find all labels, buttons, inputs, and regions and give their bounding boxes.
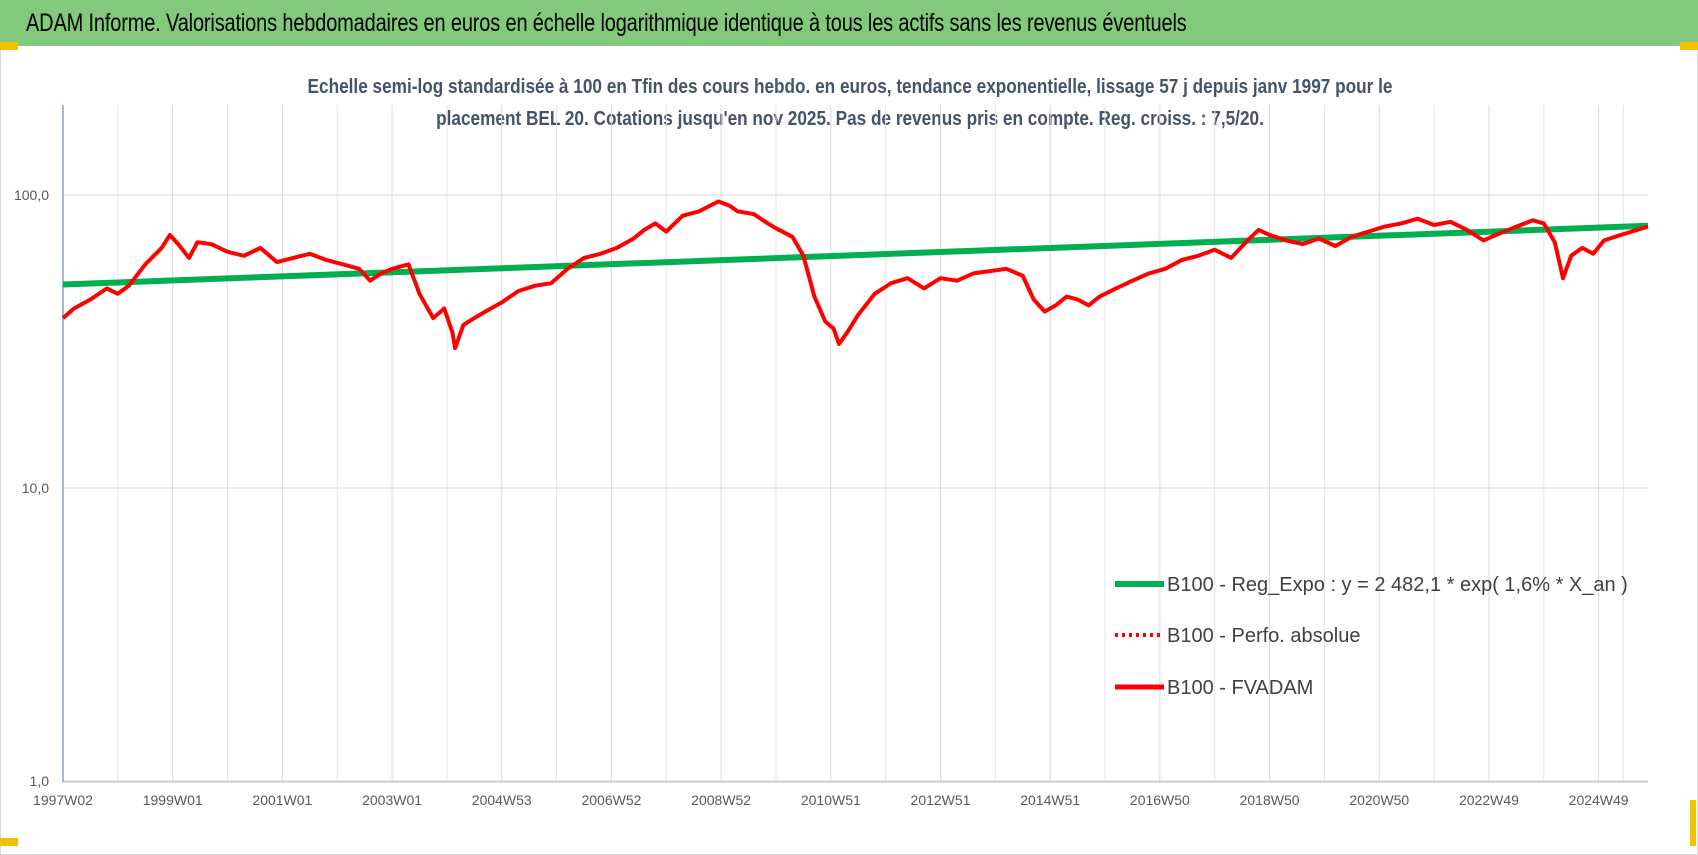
x-tick-label: 2018W50	[1240, 792, 1300, 808]
x-tick-label: 2014W51	[1020, 792, 1080, 808]
x-tick-label: 2001W01	[252, 792, 312, 808]
x-tick-label: 2022W49	[1459, 792, 1519, 808]
y-tick-label: 100,0	[14, 187, 49, 203]
page-title: ADAM Informe. Valorisations hebdomadaire…	[26, 9, 1187, 37]
x-tick-label: 1999W01	[143, 792, 203, 808]
x-tick-label: 2010W51	[801, 792, 861, 808]
corner-handle-bottom-right	[1690, 800, 1696, 846]
series-line	[61, 199, 1649, 351]
chart-title-line-2: placement BEL 20. Cotations jusqu'en nov…	[436, 108, 1264, 130]
x-tick-label: 2006W52	[581, 792, 641, 808]
corner-handle-bottom-left	[0, 838, 18, 846]
legend-label: B100 - FVADAM	[1167, 677, 1313, 699]
y-tick-label: 10,0	[22, 480, 49, 496]
x-tick-label: 2020W50	[1349, 792, 1409, 808]
header-banner: ADAM Informe. Valorisations hebdomadaire…	[0, 0, 1698, 46]
x-tick-label: 2016W50	[1130, 792, 1190, 808]
series-line	[62, 222, 1649, 288]
x-tick-label: 2024W49	[1569, 792, 1629, 808]
chart-title-line-1: Echelle semi-log standardisée à 100 en T…	[307, 76, 1393, 98]
x-tick-label: 2012W51	[911, 792, 971, 808]
x-tick-label: 1997W02	[33, 792, 93, 808]
x-tick-label: 2003W01	[362, 792, 422, 808]
corner-handle-top-left	[0, 42, 18, 50]
legend-label: B100 - Perfo. absolue	[1167, 625, 1360, 647]
y-tick-label: 1,0	[30, 773, 50, 789]
corner-handle-top-right	[1680, 42, 1698, 50]
x-tick-label: 2008W52	[691, 792, 751, 808]
x-tick-label: 2004W53	[472, 792, 532, 808]
legend-label: B100 - Reg_Expo : y = 2 482,1 * exp( 1,6…	[1167, 574, 1628, 596]
